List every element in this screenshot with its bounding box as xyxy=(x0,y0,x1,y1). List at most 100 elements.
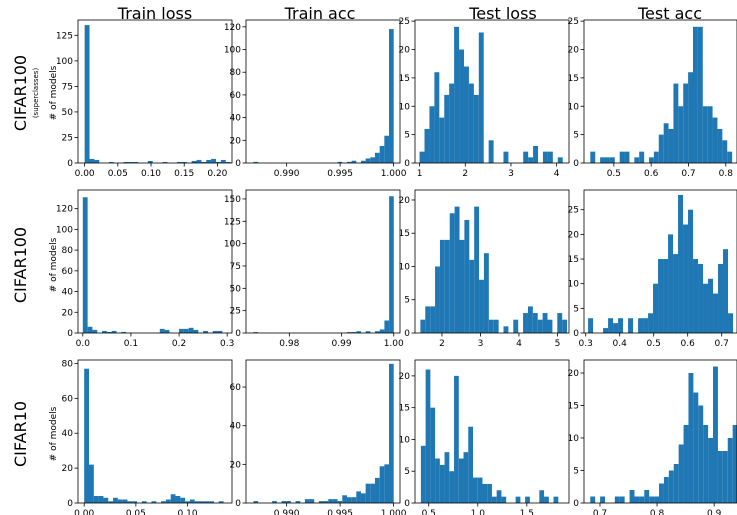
histogram-bar xyxy=(722,140,728,163)
histogram-bar xyxy=(375,477,380,503)
histogram-bar xyxy=(351,160,357,163)
y-tick-label: 10 xyxy=(568,280,580,290)
y-tick-label: 0 xyxy=(235,499,241,509)
histogram-bar xyxy=(629,490,635,503)
column-title-test-loss: Test loss xyxy=(468,4,537,23)
histogram-bar xyxy=(468,426,473,503)
column-title-train-acc: Train acc xyxy=(284,4,356,23)
histogram-bar xyxy=(688,373,694,503)
x-tick-label: 0.00 xyxy=(74,509,94,515)
x-tick-label: 1.0 xyxy=(471,509,486,515)
axes-frame xyxy=(583,189,737,334)
histogram-bar xyxy=(165,499,171,503)
histogram-bar xyxy=(673,254,679,333)
histogram-bar xyxy=(444,239,450,333)
histogram-bar xyxy=(356,331,362,333)
histogram-bar xyxy=(328,499,333,503)
row-title-cifar10: CIFAR10 xyxy=(11,401,30,467)
histogram-bar xyxy=(420,319,426,333)
axes-frame xyxy=(77,19,233,164)
histogram-bar xyxy=(624,151,630,163)
histogram-bar xyxy=(482,483,488,503)
y-tick-label: 0 xyxy=(67,329,73,339)
y-tick-label: 0 xyxy=(573,499,579,509)
histogram-bar xyxy=(458,458,464,503)
histogram-bar xyxy=(496,490,502,503)
row-subtitle-superclasses: (superclasses) xyxy=(32,68,40,119)
histogram-bar xyxy=(370,483,375,503)
y-tick-label: 15 xyxy=(568,255,579,265)
x-tick-label: 0.5 xyxy=(422,509,436,515)
histogram-bar xyxy=(515,496,521,503)
x-tick-label: 0.0 xyxy=(76,339,91,349)
histogram-bar xyxy=(389,363,394,503)
histogram-bar xyxy=(286,501,291,503)
histogram-bar xyxy=(609,157,615,163)
histogram-bar xyxy=(634,496,640,503)
x-tick-label: 1.5 xyxy=(520,509,534,515)
y-tick-label: 80 xyxy=(62,246,74,256)
x-tick-label: 0.990 xyxy=(274,509,300,515)
y-tick-label: 0 xyxy=(404,499,410,509)
histogram-bar xyxy=(608,318,614,333)
y-tick-label: 5 xyxy=(573,467,579,477)
histogram-bar xyxy=(493,319,499,333)
histogram-bar xyxy=(253,332,258,333)
histogram-bar xyxy=(638,318,644,333)
histogram-bar xyxy=(122,499,128,503)
x-tick-label: 0.05 xyxy=(108,169,128,179)
histogram-bar xyxy=(557,313,563,333)
histogram-bar xyxy=(379,466,385,503)
histogram-bar xyxy=(702,106,708,163)
histogram-bar xyxy=(108,501,114,503)
histogram-bar xyxy=(185,501,190,503)
histogram-bar xyxy=(454,206,460,333)
histogram-bar xyxy=(654,496,660,503)
y-tick-label: 75 xyxy=(230,262,241,272)
histogram-bar xyxy=(703,425,709,503)
column-title-train-loss: Train loss xyxy=(117,4,192,23)
histogram-bar xyxy=(449,83,455,163)
x-tick-label: 4 xyxy=(554,169,560,179)
histogram-bar xyxy=(491,496,497,503)
histogram-bar xyxy=(342,495,347,503)
histogram-bar xyxy=(351,497,357,503)
histogram-bar xyxy=(688,72,693,163)
histogram-bar xyxy=(346,332,352,333)
x-tick-label: 0.4 xyxy=(613,339,628,349)
histogram-bar xyxy=(194,501,200,503)
histogram-bar xyxy=(698,263,704,333)
panel-r3-test-loss: 0.5 1.0 1.5 0 5 10 15 20 xyxy=(399,359,570,515)
y-tick-label: 15 xyxy=(399,229,410,239)
histogram-bar xyxy=(389,29,394,163)
y-tick-label: 120 xyxy=(56,205,73,215)
axes-frame xyxy=(583,359,737,504)
histogram-bar xyxy=(209,501,214,503)
histogram-bar xyxy=(542,313,548,333)
histogram-bar xyxy=(162,161,168,163)
y-tick-label: 60 xyxy=(230,91,242,101)
histogram-bar xyxy=(98,496,104,503)
histogram-bar xyxy=(727,151,733,163)
histogram-bar xyxy=(503,326,509,333)
y-tick-label: 0 xyxy=(404,329,410,339)
histogram-bar xyxy=(435,458,440,503)
histogram-bar xyxy=(141,501,147,503)
column-titles: Train loss Train acc Test loss Test acc xyxy=(117,4,702,23)
axes-frame xyxy=(245,19,401,164)
histogram-bar xyxy=(375,331,380,333)
histogram-bar xyxy=(117,499,123,503)
histogram-bar xyxy=(439,239,445,333)
histogram-bar xyxy=(643,318,649,333)
histogram-bar xyxy=(419,151,425,163)
histogram-bar xyxy=(365,483,371,503)
y-tick-label: 0 xyxy=(573,159,579,169)
histogram-bar xyxy=(698,405,704,503)
histogram-bar xyxy=(360,493,366,503)
x-tick-label: 0.995 xyxy=(327,169,353,179)
histogram-bar xyxy=(159,328,165,333)
histogram-bar xyxy=(216,161,221,163)
ylabel-row-2: # of models xyxy=(49,237,59,292)
y-tick-label: 20 xyxy=(568,369,580,379)
